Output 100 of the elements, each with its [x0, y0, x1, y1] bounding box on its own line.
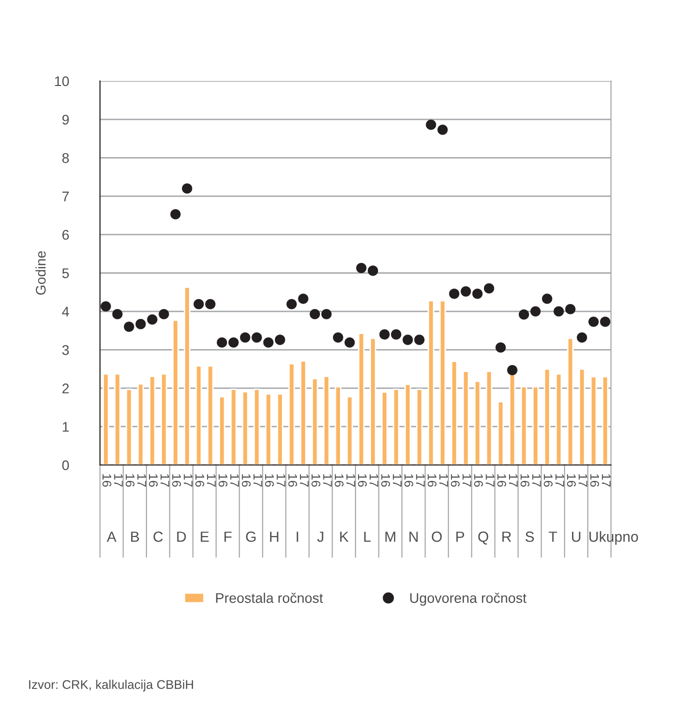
x-tick-label: 16: [172, 474, 181, 487]
point: [170, 209, 181, 220]
point: [298, 294, 308, 304]
bar: [253, 388, 260, 465]
legend-label: Ugovorena ročnost: [410, 592, 526, 606]
point: [124, 322, 134, 332]
point: [518, 309, 530, 320]
bar: [578, 368, 586, 465]
x-tick-label: 16: [195, 474, 204, 487]
point: [576, 332, 588, 343]
bar: [590, 376, 597, 465]
bar: [218, 396, 226, 465]
point: [135, 318, 146, 330]
x-tick-label: 16: [311, 474, 320, 487]
x-tick-label: 16: [474, 474, 483, 487]
bar: [358, 332, 365, 465]
point: [368, 266, 378, 276]
bar: [114, 373, 121, 465]
bar: [276, 393, 284, 465]
text: Q: [478, 532, 488, 544]
bar: [439, 300, 446, 465]
x-tick-label: 17: [207, 474, 216, 487]
point: [588, 316, 599, 327]
bar: [207, 365, 214, 465]
x-tick-label: 17: [602, 474, 611, 487]
point: [228, 337, 239, 348]
bar: [126, 388, 132, 465]
bar: [172, 320, 179, 465]
x-tick-label: 17: [370, 474, 378, 487]
text: P: [456, 532, 464, 542]
y-tick-label: 8: [62, 153, 69, 163]
bar: [148, 376, 156, 465]
point: [321, 308, 332, 320]
bar: [474, 380, 481, 465]
y-tick-label: 5: [62, 268, 69, 278]
x-tick-label: 16: [242, 474, 251, 487]
point: [496, 342, 506, 353]
point: [286, 298, 297, 310]
bar: [602, 376, 608, 465]
point: [356, 262, 366, 274]
bar: [567, 338, 574, 465]
x-tick-label: 17: [276, 474, 286, 487]
y-tick-label: 1: [62, 422, 69, 432]
x-tick-label: 16: [566, 474, 576, 487]
x-tick-label: 17: [578, 474, 588, 487]
text: T: [548, 532, 558, 542]
y-tick-label: 7: [62, 192, 69, 202]
x-tick-label: 17: [346, 474, 356, 487]
point: [147, 314, 158, 325]
point: [112, 308, 123, 320]
y-tick-label: 10: [55, 76, 69, 86]
y-tick-label: 2: [62, 384, 69, 394]
x-tick-label: 17: [486, 474, 494, 487]
point: [194, 298, 204, 310]
x-tick-label: 16: [428, 474, 436, 487]
text: U: [572, 532, 580, 542]
x-tick-label: 16: [404, 474, 414, 487]
bar: [404, 384, 412, 465]
bar: [300, 360, 307, 465]
bar: [497, 400, 504, 465]
bar: [102, 373, 110, 465]
bar: [486, 370, 492, 465]
point: [437, 124, 448, 135]
point: [530, 306, 541, 317]
x-tick-label: 17: [137, 474, 146, 487]
bar: [334, 386, 342, 465]
point: [414, 334, 425, 345]
point: [507, 365, 518, 376]
x-tick-label: 17: [556, 474, 564, 487]
point: [565, 304, 576, 314]
x-tick-label: 17: [160, 474, 170, 487]
bar: [555, 373, 562, 465]
text: E: [200, 532, 209, 542]
point: [390, 329, 402, 340]
bar: [137, 383, 144, 465]
text: G: [246, 532, 256, 542]
text: Ukupno: [589, 531, 638, 545]
bar: [195, 365, 202, 465]
text: O: [432, 532, 442, 542]
text: R: [502, 532, 512, 542]
point: [240, 332, 250, 343]
x-tick-label: 16: [102, 474, 112, 487]
x-tick-label: 16: [358, 474, 367, 487]
point: [426, 120, 436, 130]
x-tick-label: 16: [288, 474, 298, 487]
y-axis-title: Godine: [35, 251, 46, 295]
point: [402, 334, 413, 345]
x-tick-label: 16: [497, 474, 506, 487]
bar: [160, 373, 168, 465]
x-tick-label: 16: [590, 474, 600, 487]
y-tick-label: 3: [62, 345, 69, 355]
x-tick-label: 17: [462, 474, 472, 487]
bar: [312, 378, 318, 465]
point: [542, 294, 552, 304]
bar: [242, 390, 248, 465]
bar: [544, 368, 550, 465]
bar: [184, 286, 190, 465]
point: [274, 334, 286, 345]
text: I: [296, 532, 298, 542]
x-tick-label: 16: [450, 474, 460, 487]
